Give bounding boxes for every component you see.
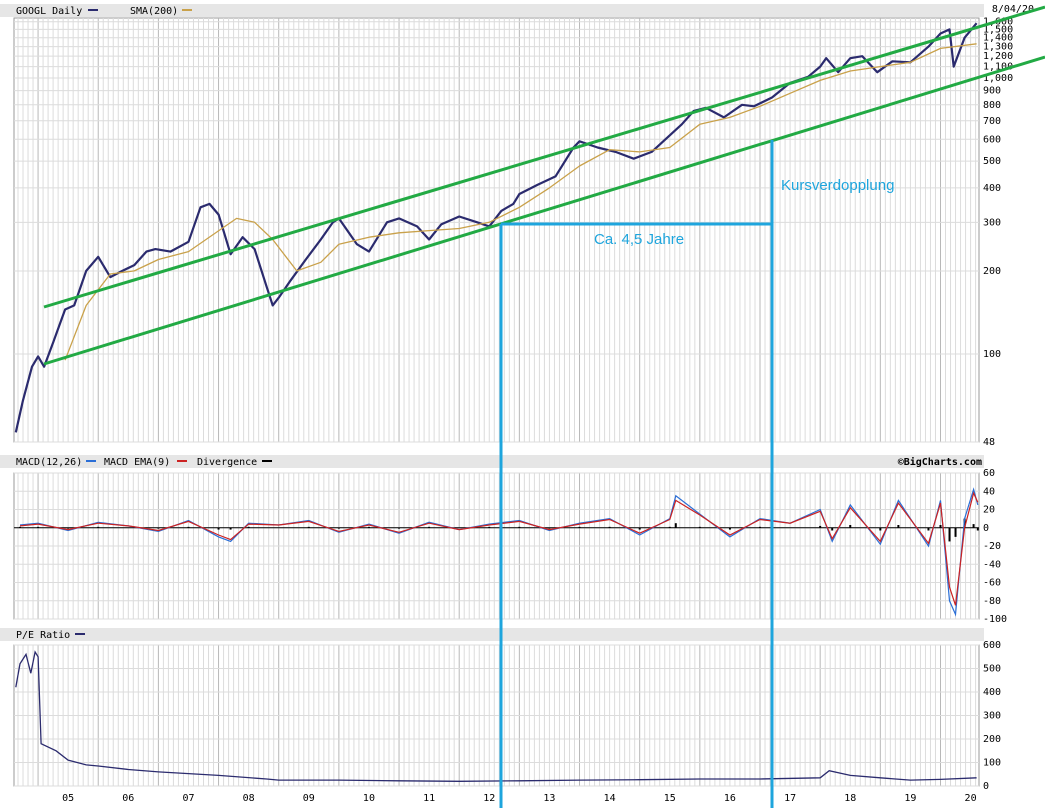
price-y-axis: 1,6001,5001,4001,3001,2001,1001,00090080… bbox=[983, 17, 1013, 448]
macd-y-axis: 60 40 20 0 -20 -40 -60 -80 -100 bbox=[983, 468, 1007, 625]
macd-grid bbox=[14, 472, 979, 620]
macd-y-tick-label: -20 bbox=[983, 541, 1001, 552]
macd-title: MACD(12,26) bbox=[16, 457, 82, 468]
macd-y-tick-label: 20 bbox=[983, 505, 995, 516]
source-credit: ©BigCharts.com bbox=[898, 456, 982, 468]
x-tick-label: 10 bbox=[363, 793, 375, 804]
price-y-tick-label: 500 bbox=[983, 156, 1001, 167]
price-y-tick-label: 1,200 bbox=[983, 51, 1013, 62]
price-y-tick-label: 1,400 bbox=[983, 33, 1013, 44]
price-y-tick-label: 600 bbox=[983, 134, 1001, 145]
lower-channel-line bbox=[43, 55, 1045, 366]
x-tick-label: 05 bbox=[62, 793, 74, 804]
price-series bbox=[14, 22, 978, 433]
macd-series bbox=[14, 487, 979, 617]
pe-y-tick-label: 300 bbox=[983, 711, 1001, 722]
price-plot-frame bbox=[13, 17, 980, 443]
sma-line bbox=[64, 43, 977, 361]
pe-y-tick-label: 600 bbox=[983, 640, 1001, 651]
x-tick-label: 19 bbox=[904, 793, 916, 804]
price-y-tick-label: 1,300 bbox=[983, 42, 1013, 53]
pe-y-tick-label: 0 bbox=[983, 781, 989, 792]
price-y-tick-label: 800 bbox=[983, 100, 1001, 111]
price-title: GOOGL Daily bbox=[16, 6, 82, 17]
doubling-annotation: Kursverdopplung bbox=[781, 177, 894, 194]
price-grid bbox=[14, 18, 979, 443]
x-tick-label: 07 bbox=[182, 793, 194, 804]
pe-y-axis: 600 500 400 300 200 100 0 bbox=[983, 640, 1001, 792]
price-y-tick-label: 400 bbox=[983, 183, 1001, 194]
pe-y-tick-label: 400 bbox=[983, 687, 1001, 698]
pe-y-tick-label: 100 bbox=[983, 758, 1001, 769]
x-tick-label: 09 bbox=[303, 793, 315, 804]
divergence-legend-label: Divergence bbox=[197, 457, 257, 468]
macd-y-tick-label: -80 bbox=[983, 596, 1001, 607]
pe-title: P/E Ratio bbox=[16, 630, 70, 641]
pe-panel: 600 500 400 300 200 100 0 bbox=[13, 640, 1001, 792]
upper-channel-line bbox=[43, 5, 1045, 309]
price-panel: 1,6001,5001,4001,3001,2001,1001,00090080… bbox=[13, 17, 1013, 448]
macd-y-tick-label: -60 bbox=[983, 578, 1001, 589]
price-y-tick-label: 200 bbox=[983, 266, 1001, 277]
pe-grid bbox=[14, 644, 979, 787]
x-tick-label: 13 bbox=[543, 793, 555, 804]
macd-y-tick-label: 60 bbox=[983, 468, 995, 479]
x-tick-label: 12 bbox=[483, 793, 495, 804]
price-header-bar bbox=[0, 4, 984, 17]
price-y-tick-label: 900 bbox=[983, 86, 1001, 97]
pe-series bbox=[15, 650, 977, 782]
x-tick-label: 15 bbox=[664, 793, 676, 804]
macd-header-bar bbox=[0, 455, 984, 468]
price-y-tick-label: 1,000 bbox=[983, 73, 1013, 84]
macd-y-tick-label: 0 bbox=[983, 523, 989, 534]
duration-annotation: Ca. 4,5 Jahre bbox=[594, 231, 684, 248]
chart-date: 8/04/20 bbox=[992, 4, 1034, 15]
pe-header-bar bbox=[0, 628, 984, 641]
overlays: Kursverdopplung Ca. 4,5 Jahre bbox=[43, 5, 1045, 808]
price-y-tick-label: 300 bbox=[983, 217, 1001, 228]
x-tick-label: 16 bbox=[724, 793, 736, 804]
x-axis: 05 06 07 08 09 10 11 12 13 14 15 16 17 18 19 20 bbox=[62, 793, 976, 804]
macd-panel: 60 40 20 0 -20 -40 -60 -80 -100 bbox=[13, 468, 1007, 625]
price-y-tick-label: 700 bbox=[983, 116, 1001, 127]
price-y-tick-label: 48 bbox=[983, 437, 995, 448]
macd-y-tick-label: -100 bbox=[983, 614, 1007, 625]
x-tick-label: 06 bbox=[122, 793, 134, 804]
x-tick-label: 20 bbox=[965, 793, 977, 804]
pe-y-tick-label: 200 bbox=[983, 734, 1001, 745]
price-line bbox=[14, 22, 978, 433]
macd-y-tick-label: 40 bbox=[983, 486, 995, 497]
x-tick-label: 17 bbox=[784, 793, 796, 804]
x-tick-label: 18 bbox=[844, 793, 856, 804]
price-y-tick-label: 1,500 bbox=[983, 24, 1013, 35]
macd-ema-legend-label: MACD EMA(9) bbox=[104, 457, 170, 468]
sma-legend-label: SMA(200) bbox=[130, 6, 178, 17]
pe-line bbox=[15, 650, 977, 782]
price-y-tick-label: 1,100 bbox=[983, 62, 1013, 73]
pe-y-tick-label: 500 bbox=[983, 664, 1001, 675]
x-tick-label: 08 bbox=[243, 793, 255, 804]
macd-y-tick-label: -40 bbox=[983, 559, 1001, 570]
macd-ema-line bbox=[19, 491, 979, 606]
price-y-tick-label: 100 bbox=[983, 349, 1001, 360]
x-tick-label: 14 bbox=[604, 793, 616, 804]
x-tick-label: 11 bbox=[423, 793, 435, 804]
